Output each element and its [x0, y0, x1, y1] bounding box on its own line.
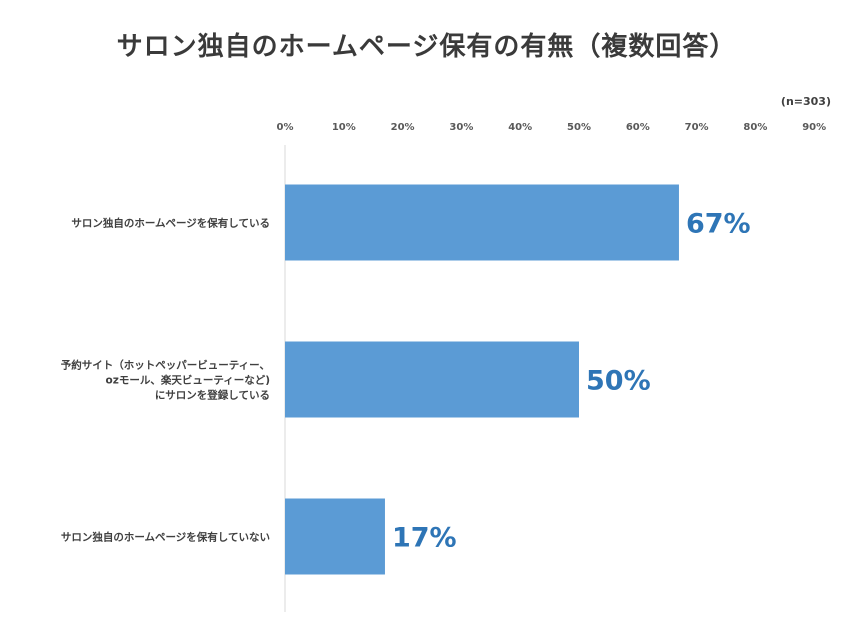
data-label: 50% [586, 366, 651, 397]
category-label: ozモール、楽天ビューティーなど) [106, 374, 271, 387]
bar [285, 184, 679, 261]
x-tick-label: 70% [685, 122, 709, 133]
sample-size-note: (n=303) [780, 95, 831, 108]
x-tick-label: 10% [332, 122, 356, 133]
category-label: 予約サイト（ホットペッパービューティー、 [61, 359, 270, 372]
bar [285, 341, 579, 418]
data-label: 17% [392, 523, 457, 554]
x-tick-label: 60% [626, 122, 650, 133]
x-tick-label: 40% [508, 122, 532, 133]
category-label: サロン独自のホームページを保有している [71, 217, 270, 230]
bar [285, 498, 385, 575]
category-label: サロン独自のホームページを保有していない [61, 531, 270, 544]
x-tick-label: 20% [391, 122, 415, 133]
chart-title: サロン独自のホームページ保有の有無（複数回答） [116, 32, 737, 62]
x-tick-label: 30% [449, 122, 473, 133]
x-tick-label: 0% [277, 122, 294, 133]
x-tick-label: 80% [743, 122, 767, 133]
category-label: にサロンを登録している [155, 389, 270, 402]
x-tick-label: 50% [567, 122, 591, 133]
x-tick-label: 90% [802, 122, 826, 133]
data-label: 67% [686, 209, 751, 240]
